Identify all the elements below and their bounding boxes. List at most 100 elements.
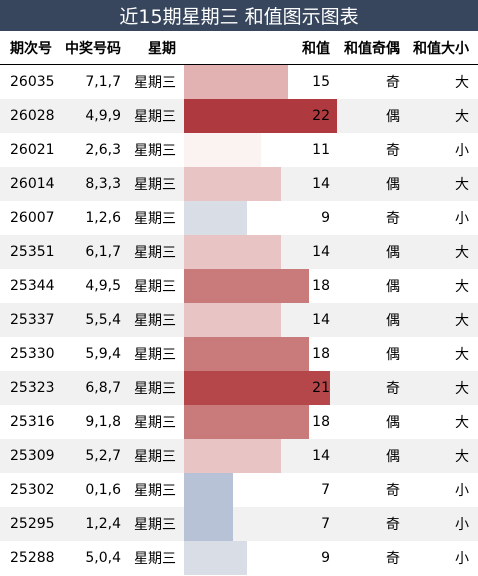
size-cell: 小: [455, 483, 469, 499]
weekday-cell: 星期三: [134, 177, 176, 193]
header-sum: 和值: [302, 41, 330, 57]
size-cell: 大: [455, 279, 469, 295]
size-cell: 大: [455, 245, 469, 261]
period-cell: 25288: [10, 550, 55, 566]
weekday-cell: 星期三: [134, 483, 176, 499]
size-cell: 大: [455, 177, 469, 193]
numbers-cell: 4,9,5: [85, 278, 121, 294]
table-row: 26035 7,1,7 星期三 15 奇 大: [0, 65, 478, 99]
parity-cell: 偶: [386, 449, 400, 465]
weekday-cell: 星期三: [134, 245, 176, 261]
header-weekday: 星期: [148, 41, 176, 57]
numbers-cell: 1,2,6: [85, 210, 121, 226]
sum-cell: 18: [312, 278, 330, 294]
weekday-cell: 星期三: [134, 109, 176, 125]
sum-bar: [184, 507, 233, 541]
parity-cell: 偶: [386, 347, 400, 363]
weekday-cell: 星期三: [134, 381, 176, 397]
period-cell: 26014: [10, 176, 55, 192]
sum-cell: 14: [312, 176, 330, 192]
weekday-cell: 星期三: [134, 313, 176, 329]
numbers-cell: 6,1,7: [85, 244, 121, 260]
table-row: 25351 6,1,7 星期三 14 偶 大: [0, 235, 478, 269]
weekday-cell: 星期三: [134, 449, 176, 465]
sum-cell: 21: [312, 380, 330, 396]
period-cell: 26035: [10, 74, 55, 90]
numbers-cell: 1,2,4: [85, 516, 121, 532]
numbers-cell: 8,3,3: [85, 176, 121, 192]
weekday-cell: 星期三: [134, 415, 176, 431]
parity-cell: 偶: [386, 313, 400, 329]
period-cell: 25330: [10, 346, 55, 362]
sum-bar: [184, 167, 281, 201]
sum-bar: [184, 65, 288, 99]
sum-bar: [184, 473, 233, 507]
table-row: 25337 5,5,4 星期三 14 偶 大: [0, 303, 478, 337]
numbers-cell: 5,5,4: [85, 312, 121, 328]
size-cell: 大: [455, 449, 469, 465]
period-cell: 25323: [10, 380, 55, 396]
sum-cell: 18: [312, 414, 330, 430]
parity-cell: 偶: [386, 109, 400, 125]
size-cell: 大: [455, 75, 469, 91]
numbers-cell: 5,9,4: [85, 346, 121, 362]
sum-bar: [184, 99, 337, 133]
sum-cell: 14: [312, 244, 330, 260]
parity-cell: 奇: [386, 143, 400, 159]
parity-cell: 偶: [386, 177, 400, 193]
header-size: 和值大小: [413, 41, 469, 57]
table-row: 25288 5,0,4 星期三 9 奇 小: [0, 541, 478, 575]
size-cell: 大: [455, 347, 469, 363]
numbers-cell: 2,6,3: [85, 142, 121, 158]
table-row: 26028 4,9,9 星期三 22 偶 大: [0, 99, 478, 133]
sum-cell: 9: [321, 550, 330, 566]
sum-bar: [184, 541, 247, 575]
weekday-cell: 星期三: [134, 279, 176, 295]
period-cell: 26021: [10, 142, 55, 158]
table-header: 期次号 中奖号码 星期 和值 和值奇偶 和值大小: [0, 31, 478, 65]
period-cell: 26007: [10, 210, 55, 226]
parity-cell: 偶: [386, 415, 400, 431]
numbers-cell: 7,1,7: [85, 74, 121, 90]
period-cell: 25302: [10, 482, 55, 498]
sum-bar: [184, 439, 281, 473]
numbers-cell: 5,2,7: [85, 448, 121, 464]
numbers-cell: 9,1,8: [85, 414, 121, 430]
table-row: 25323 6,8,7 星期三 21 奇 大: [0, 371, 478, 405]
parity-cell: 奇: [386, 211, 400, 227]
table-row: 26021 2,6,3 星期三 11 奇 小: [0, 133, 478, 167]
sum-bar: [184, 337, 309, 371]
sum-cell: 7: [321, 516, 330, 532]
numbers-cell: 0,1,6: [85, 482, 121, 498]
table-title: 近15期星期三 和值图示图表: [0, 0, 478, 31]
parity-cell: 偶: [386, 279, 400, 295]
size-cell: 大: [455, 381, 469, 397]
period-cell: 26028: [10, 108, 55, 124]
sum-cell: 18: [312, 346, 330, 362]
weekday-cell: 星期三: [134, 143, 176, 159]
header-period: 期次号: [10, 41, 52, 57]
numbers-cell: 4,9,9: [85, 108, 121, 124]
parity-cell: 奇: [386, 381, 400, 397]
size-cell: 大: [455, 313, 469, 329]
sum-bar: [184, 133, 261, 167]
header-divider: [0, 64, 478, 65]
period-cell: 25337: [10, 312, 55, 328]
period-cell: 25295: [10, 516, 55, 532]
size-cell: 小: [455, 211, 469, 227]
weekday-cell: 星期三: [134, 211, 176, 227]
sum-cell: 14: [312, 448, 330, 464]
weekday-cell: 星期三: [134, 347, 176, 363]
sum-bar: [184, 235, 281, 269]
sum-bar: [184, 371, 330, 405]
table-row: 25309 5,2,7 星期三 14 偶 大: [0, 439, 478, 473]
numbers-cell: 5,0,4: [85, 550, 121, 566]
sum-cell: 22: [312, 108, 330, 124]
size-cell: 大: [455, 109, 469, 125]
period-cell: 25316: [10, 414, 55, 430]
weekday-cell: 星期三: [134, 75, 176, 91]
parity-cell: 奇: [386, 551, 400, 567]
table-row: 25316 9,1,8 星期三 18 偶 大: [0, 405, 478, 439]
size-cell: 小: [455, 517, 469, 533]
size-cell: 小: [455, 143, 469, 159]
